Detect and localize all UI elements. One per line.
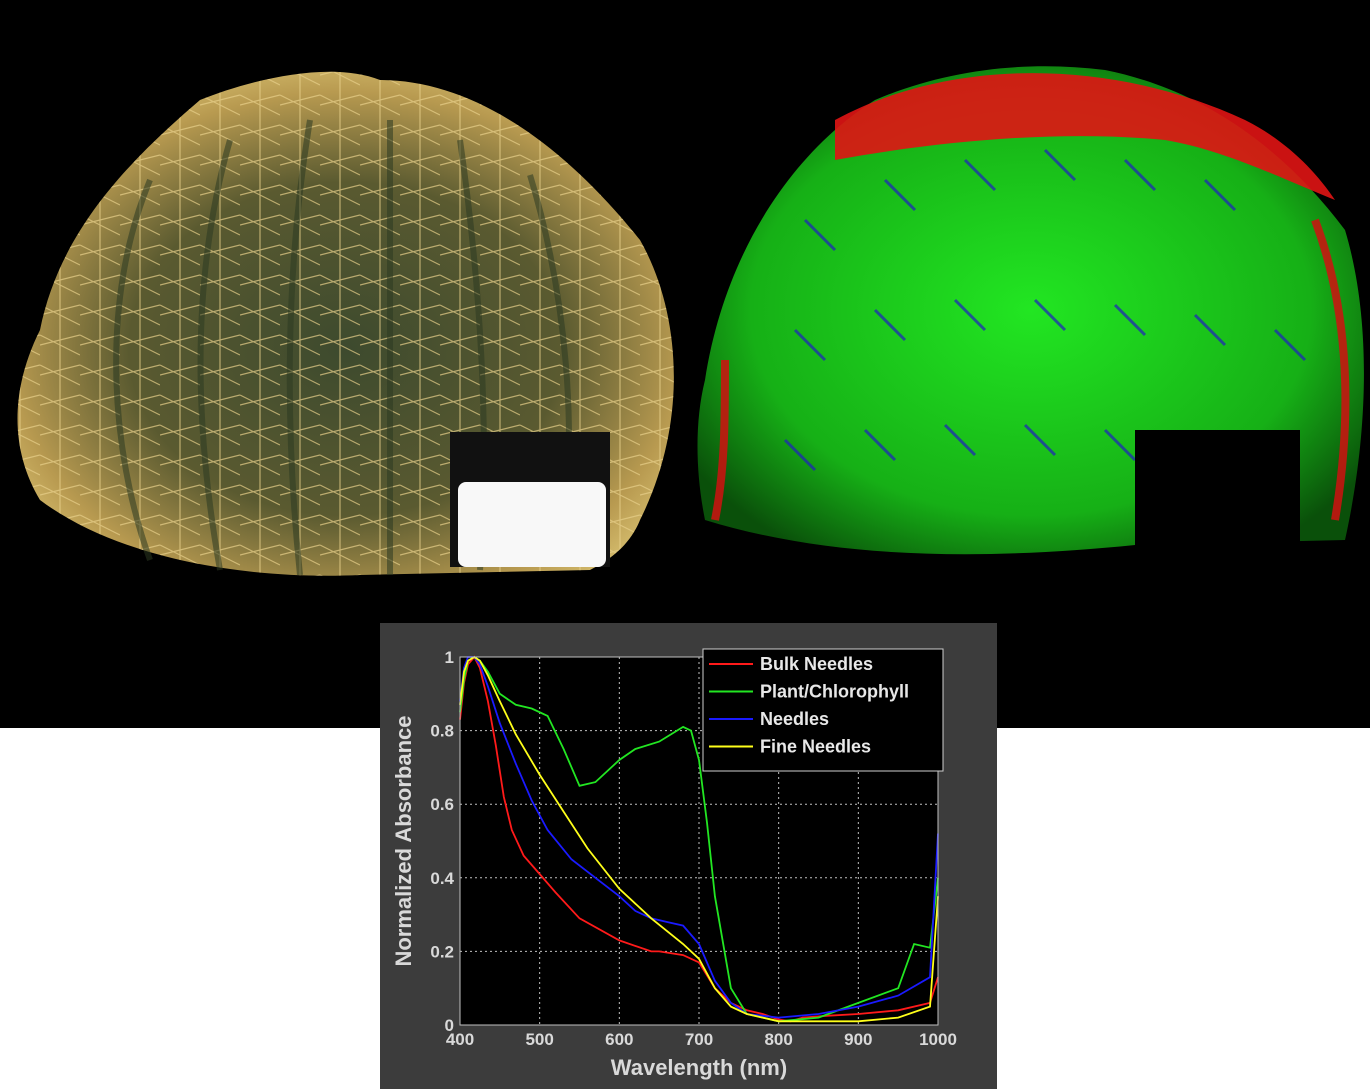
y-axis-title: Normalized Absorbance <box>391 715 416 966</box>
absorbance-chart: 400 500 600 700 800 900 1000 0 0.2 0.4 0.6 0.8 1 Wa… <box>391 648 957 1080</box>
y-tick-label: 0.2 <box>430 942 454 961</box>
legend: Bulk Needles Plant/Chlorophyll Needles Fine… <box>702 648 944 772</box>
x-axis-title: Wavelength (nm) <box>611 1055 787 1080</box>
legend-label: Needles <box>760 709 829 729</box>
cactus-rgb-photo <box>17 71 674 576</box>
series-line-needles <box>459 656 939 1019</box>
legend-label: Fine Needles <box>760 737 871 757</box>
series-line-plant-chlorophyll <box>459 655 939 1023</box>
x-tick-label: 700 <box>685 1030 713 1049</box>
y-tick-label: 1 <box>445 648 454 667</box>
plot-frame <box>459 656 939 1026</box>
x-tick-label: 400 <box>446 1030 474 1049</box>
legend-label: Plant/Chlorophyll <box>760 682 909 702</box>
x-tick-label: 600 <box>605 1030 633 1049</box>
x-tick-label: 1000 <box>919 1030 957 1049</box>
series-line-bulk-needles <box>459 655 939 1023</box>
x-tick-label: 800 <box>764 1030 792 1049</box>
photo-band <box>0 0 1370 728</box>
y-tick-label: 0.4 <box>430 869 454 888</box>
y-tick-label: 0 <box>445 1016 454 1035</box>
x-tick-label: 500 <box>525 1030 553 1049</box>
x-tick-label: 900 <box>844 1030 872 1049</box>
absorbance-chart-panel: 400 500 600 700 800 900 1000 0 0.2 0.4 0.6 0.8 1 Wa… <box>380 623 997 1089</box>
series-line-fine-needles <box>459 655 939 1023</box>
y-tick-label: 0.6 <box>430 795 454 814</box>
legend-label: Bulk Needles <box>760 654 873 674</box>
legend-box <box>702 648 944 772</box>
cactus-false-color-classification <box>697 66 1364 570</box>
y-tick-label: 0.8 <box>430 722 454 741</box>
